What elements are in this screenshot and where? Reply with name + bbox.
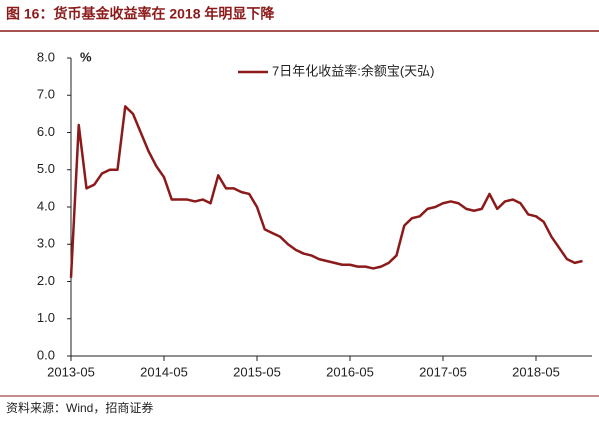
- x-tick-label: 2014-05: [140, 364, 188, 379]
- x-tick-label: 2015-05: [233, 364, 281, 379]
- x-tick-label: 2016-05: [326, 364, 374, 379]
- y-tick-label: 7.0: [37, 87, 55, 102]
- y-tick-label: 0.0: [37, 347, 55, 362]
- x-tick-label: 2013-05: [47, 364, 95, 379]
- y-tick-label: 4.0: [37, 198, 55, 213]
- y-unit: %: [80, 49, 92, 64]
- y-tick-label: 8.0: [37, 49, 55, 64]
- chart-title: 图 16：货币基金收益率在 2018 年明显下降: [6, 6, 275, 22]
- y-tick-label: 6.0: [37, 124, 55, 139]
- y-tick-label: 5.0: [37, 161, 55, 176]
- x-tick-label: 2018-05: [512, 364, 560, 379]
- y-tick-label: 3.0: [37, 236, 55, 251]
- legend-label: 7日年化收益率:余额宝(天弘): [272, 63, 435, 78]
- x-tick-label: 2017-05: [419, 364, 467, 379]
- source: 资料来源：Wind，招商证券: [6, 400, 153, 415]
- y-tick-label: 2.0: [37, 273, 55, 288]
- line: [69, 105, 583, 278]
- y-tick-label: 1.0: [37, 310, 55, 325]
